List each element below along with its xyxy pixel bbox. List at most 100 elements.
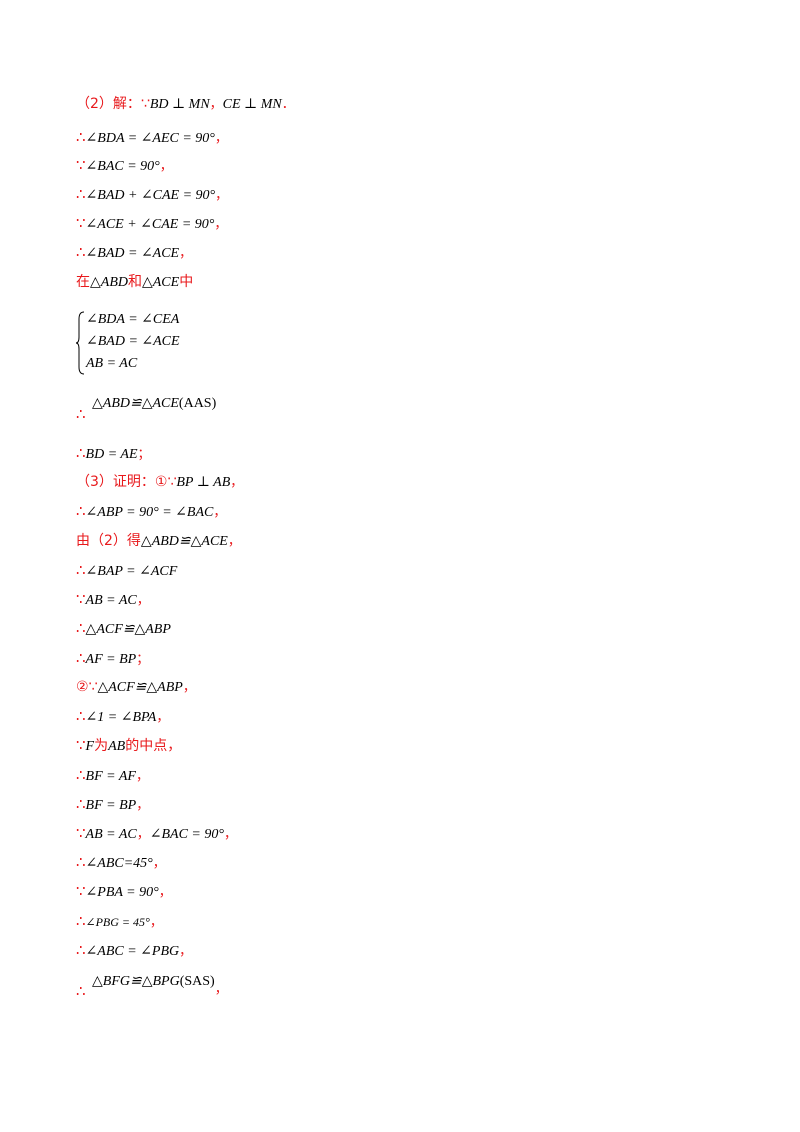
therefore-symbol: ∴ [76,619,86,637]
system-row-2: ∠BAD = ∠ACE [86,334,180,349]
criterion-tag: (AAS) [178,396,217,411]
math-expression: ∠ABP = 90° = ∠BAC [85,505,214,520]
math-expression: △ACF≌△ABP [97,680,183,695]
line-mid: 为 [94,738,109,754]
therefore-symbol: ∴ [76,853,86,871]
math-expression: ∠BDA = ∠AEC = 90° [85,131,215,146]
proof-line-11: 由（2）得△ABD≌△ACE， [76,532,241,551]
proof-line-21: ∵AB = AC，∠BAC = 90°， [76,824,237,844]
line-suffix: ， [214,217,228,232]
therefore-symbol: ∴ [76,649,86,667]
proof-line-16: ②∵△ACF≌△ABP， [76,678,196,697]
line-suffix: ， [214,131,228,146]
therefore-symbol: ∴ [76,405,86,423]
proof-line-12: ∴∠BAP = ∠ACF [76,561,177,581]
math-expression-2: CE ⊥ MN [222,97,282,112]
math-expression: ∠BAP = ∠ACF [85,564,178,579]
math-expression: ∠ABC=45° [85,856,153,871]
line-suffix: ， [156,710,170,725]
proof-line-5: ∵∠ACE + ∠CAE = 90°， [76,214,227,234]
line-mid: 和 [127,274,142,290]
line-suffix: ； [136,652,150,667]
line-suffix: ， [136,798,150,813]
proof-line-10: ∴∠ABP = 90° = ∠BAC， [76,502,226,522]
line-prefix: ②∵ [76,679,98,695]
proof-line-2: ∴∠BDA = ∠AEC = 90°， [76,128,228,148]
line-suffix: ， [159,159,173,174]
math-expression: ∠BAC = 90° [85,159,160,174]
math-expression: △ABD [90,275,128,290]
therefore-symbol: ∴ [76,128,86,146]
line-suffix: ， [179,246,193,261]
line-suffix: ， [213,505,227,520]
proof-line-18: ∵F为AB的中点， [76,736,181,756]
line-suffix: ， [182,680,196,695]
math-expression: ∠1 = ∠BPA [85,710,157,725]
line-suffix: 的中点， [125,738,182,754]
proof-line-23: ∵∠PBA = 90°， [76,882,172,902]
therefore-symbol: ∴ [76,243,86,261]
proof-line-25: ∴∠ABC = ∠PBG， [76,941,192,961]
math-expression: BD = AE [85,447,138,462]
proof-line-24: ∴∠PBG = 45°， [76,912,163,932]
math-expression: ∠ACE + ∠CAE = 90° [85,217,215,232]
math-expression: △ABD≌△ACE [92,396,179,411]
math-expression: △ABD≌△ACE [140,534,228,549]
line-suffix: ， [223,827,237,842]
math-expression: △ACF≌△ABP [85,622,171,637]
math-expression: ∠PBA = 90° [85,885,159,900]
congruence-expression: △ABD≌△ACE(AAS) [92,395,216,412]
proof-line-15: ∴AF = BP； [76,649,149,669]
line-mid: ， [136,827,150,842]
proof-line-13: ∵AB = AC， [76,590,150,610]
line-suffix: ， [214,982,228,997]
line-prefix: 由（2）得 [76,533,141,549]
line-prefix: 在 [76,274,90,290]
line-mid: ， [209,97,223,112]
math-expression: AB = AC [85,827,137,842]
math-expression-2: △ACE [141,275,180,290]
line-suffix: ， [152,856,166,871]
proof-line-14: ∴△ACF≌△ABP [76,619,171,639]
line-suffix: ， [158,885,172,900]
line-suffix: ， [179,944,193,959]
proof-line-1: （2）解：∵BD ⊥ MN，CE ⊥ MN． [76,95,295,114]
because-symbol: ∵ [76,156,86,174]
math-expression: ∠BAD = ∠ACE [85,246,180,261]
line-suffix: ， [215,188,229,203]
line-suffix: ， [230,475,244,490]
because-symbol: ∵ [76,824,86,842]
congruence-expression: △BFG≌△BPG(SAS)， [92,970,228,997]
math-expression: BP ⊥ AB [176,475,231,490]
because-symbol: ∵ [76,214,86,232]
therefore-symbol: ∴ [76,444,86,462]
math-expression: BF = AF [85,769,136,784]
criterion-tag: (SAS) [179,974,215,989]
because-symbol: ∵ [76,736,86,754]
proof-line-22: ∴∠ABC=45°， [76,853,166,873]
therefore-symbol: ∴ [76,707,86,725]
therefore-symbol: ∴ [76,185,86,203]
line-suffix: ； [137,447,151,462]
proof-line-20: ∴BF = BP， [76,795,149,815]
left-brace-icon [76,311,85,375]
line-suffix: ， [149,915,163,930]
therefore-symbol: ∴ [76,561,86,579]
therefore-symbol: ∴ [76,912,86,930]
proof-line-3: ∵∠BAC = 90°， [76,156,173,176]
math-expression: ∠BAD + ∠CAE = 90° [85,188,216,203]
math-expression: BF = BP [85,798,137,813]
math-expression: F [85,739,95,754]
proof-line-17: ∴∠1 = ∠BPA， [76,707,169,727]
therefore-symbol: ∴ [76,502,86,520]
math-expression: △BFG≌△BPG [92,974,180,989]
math-expression: BD ⊥ MN [149,97,210,112]
line-prefix: （2）解：∵ [76,96,150,112]
math-expression: AF = BP [85,652,137,667]
line-prefix: （3）证明：①∵ [76,474,177,490]
proof-line-9: （3）证明：①∵BP ⊥ AB， [76,473,243,492]
therefore-symbol: ∴ [76,982,86,1000]
math-expression: AB = AC [85,593,137,608]
therefore-symbol: ∴ [76,766,86,784]
proof-line-19: ∴BF = AF， [76,766,149,786]
